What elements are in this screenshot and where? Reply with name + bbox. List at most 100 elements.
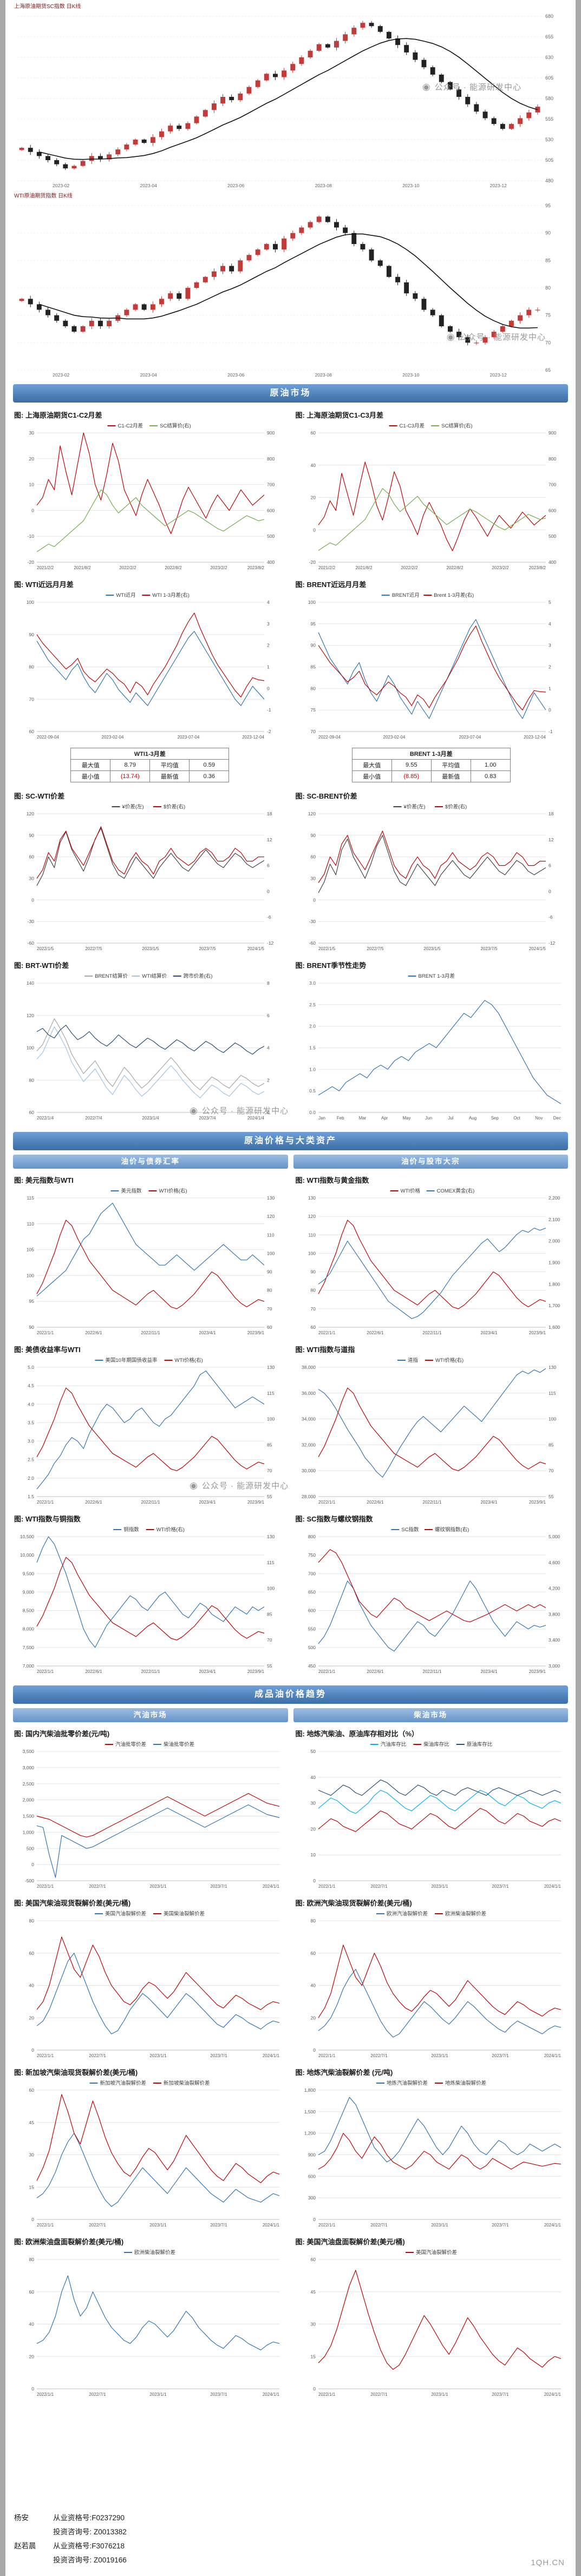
chart-cell: 图: 上海原油期货C1-C3月差 60 40 20 0 -20 900 800 700 600 5… — [295, 410, 569, 571]
svg-text:50: 50 — [310, 1749, 316, 1754]
svg-text:0: 0 — [313, 527, 316, 532]
svg-text:2023/4/1: 2023/4/1 — [480, 1669, 498, 1674]
table-cell: 最新值 — [149, 770, 190, 782]
chart-cell: 图: WTI指数与道指 38,000 36,000 34,000 32,000 30,0… — [295, 1344, 569, 1506]
svg-text:38,000: 38,000 — [302, 1365, 316, 1370]
svg-text:80: 80 — [545, 285, 551, 291]
svg-text:3: 3 — [549, 643, 551, 648]
svg-text:2023/1/1: 2023/1/1 — [431, 1884, 448, 1889]
svg-text:2023/1/1: 2023/1/1 — [431, 2053, 448, 2058]
svg-text:2023/4/1: 2023/4/1 — [480, 1330, 498, 1335]
svg-text:$价差(右): $价差(右) — [445, 803, 467, 810]
svg-text:115: 115 — [267, 1391, 275, 1396]
svg-text:C1-C2月差: C1-C2月差 — [118, 423, 143, 429]
svg-text:Apr: Apr — [381, 1116, 388, 1121]
chart-row: 图: 美元指数与WTI 115 110 105 100 95 90 130 120 110 100… — [5, 1172, 576, 1341]
svg-text:10,000: 10,000 — [20, 1552, 34, 1558]
svg-text:2023/9/1: 2023/9/1 — [528, 1500, 546, 1505]
svg-text:2022/1/1: 2022/1/1 — [37, 1884, 54, 1889]
svg-text:130: 130 — [267, 1534, 275, 1539]
sub-banner-diesel-market: 柴油市场 — [293, 1708, 568, 1722]
chart-cell: 图: SC-BRENT价差 120 90 60 30 0 -30 -60 18 12 6 0 -6 -1… — [295, 790, 569, 952]
svg-text:2023/4/1: 2023/4/1 — [199, 1669, 216, 1674]
chart-brent-seasonality: 3.0 2.5 2.0 1.5 1.0 0.5 0.0 Jan Feb Mar Apr May Jun J… — [295, 971, 569, 1122]
svg-text:2023/4/1: 2023/4/1 — [480, 1500, 498, 1505]
svg-text:0: 0 — [313, 2217, 316, 2222]
chart-us10y-wti: 5.0 4.5 4.0 3.5 3.0 2.5 2.0 1.5 130 115 100 85 70 55 2… — [13, 1355, 287, 1506]
svg-text:2022/1/1: 2022/1/1 — [37, 1500, 54, 1505]
svg-text:450: 450 — [308, 1663, 315, 1669]
svg-text:2022/1/1: 2022/1/1 — [37, 2053, 54, 2058]
chart-cell: 图: SC-WTI价差 120 90 60 30 0 -30 -60 18 12 6 0 -6 -12 2… — [13, 790, 287, 952]
svg-text:9,000: 9,000 — [23, 1589, 35, 1595]
svg-text:1,800: 1,800 — [304, 2087, 316, 2093]
svg-text:90: 90 — [545, 230, 551, 236]
svg-text:2022/1/1: 2022/1/1 — [37, 1669, 54, 1674]
svg-text:60: 60 — [29, 729, 35, 734]
svg-text:2022/11/1: 2022/11/1 — [422, 1330, 442, 1335]
svg-text:90: 90 — [267, 1269, 272, 1275]
svg-text:2023-12-04: 2023-12-04 — [524, 735, 546, 740]
svg-text:2: 2 — [549, 664, 551, 670]
svg-text:120: 120 — [308, 1214, 315, 1219]
svg-text:650: 650 — [308, 1589, 315, 1595]
svg-text:300: 300 — [308, 2195, 315, 2201]
chart-title: 图: 美国汽油盘面裂解价差(美元/桶) — [295, 2238, 405, 2246]
svg-text:680: 680 — [545, 14, 553, 19]
svg-text:2023-04: 2023-04 — [140, 183, 157, 188]
chart-row: 图: WTI指数与铜指数 10,500 10,000 9,500 9,000 8,500… — [5, 1511, 576, 1680]
svg-text:地炼柴油裂解价差: 地炼柴油裂解价差 — [445, 2080, 486, 2086]
svg-text:2023/1/1: 2023/1/1 — [431, 2223, 448, 2228]
svg-text:2: 2 — [267, 1077, 270, 1083]
svg-text:60: 60 — [310, 1951, 316, 1956]
chart-title: 图: 美国汽柴油现货裂解价差(美元/桶) — [14, 1899, 131, 1907]
svg-text:WTI近月: WTI近月 — [116, 592, 135, 598]
section-banner-crude-market: 原油市场 — [13, 384, 568, 403]
svg-text:WTI价格(右): WTI价格(右) — [159, 1188, 187, 1194]
svg-text:60: 60 — [29, 1951, 35, 1956]
svg-text:0: 0 — [31, 2047, 34, 2053]
svg-text:30: 30 — [310, 876, 316, 881]
svg-text:Mar: Mar — [358, 1116, 366, 1121]
svg-text:WTI价格(右): WTI价格(右) — [175, 1357, 203, 1363]
svg-text:2.5: 2.5 — [28, 1457, 34, 1462]
svg-text:1,200: 1,200 — [304, 2131, 316, 2136]
chart-cell: 图: 上海原油期货C1-C2月差 30 20 10 0 -10 -20 900 800 700 6… — [13, 410, 287, 571]
svg-text:60: 60 — [29, 854, 35, 860]
author-block: 杨安 从业资格号:F0237290 投资咨询号: Z0013382 赵若晨 从业… — [14, 2511, 127, 2567]
svg-text:2,000: 2,000 — [549, 1238, 560, 1244]
chart-title: 图: WTI近远月月差 — [14, 581, 74, 589]
chart-sc-c1c2-spread: 30 20 10 0 -10 -20 900 800 700 600 500 400 2021/2/2 2… — [13, 421, 287, 571]
svg-text:BRENT近月: BRENT近月 — [391, 592, 419, 598]
svg-text:2024/1/1: 2024/1/1 — [544, 2223, 561, 2228]
svg-text:2023/7/1: 2023/7/1 — [492, 2392, 509, 2397]
svg-text:1,900: 1,900 — [549, 1260, 560, 1266]
svg-text:12: 12 — [549, 837, 554, 842]
svg-text:530: 530 — [545, 137, 553, 142]
svg-text:30: 30 — [29, 2152, 35, 2158]
chart-row: 图: BRT-WTI价差 140 120 100 80 60 8 6 4 2 0 2022/1/4 2… — [5, 957, 576, 1126]
svg-text:800: 800 — [267, 456, 275, 462]
svg-text:0: 0 — [267, 1110, 270, 1115]
svg-text:2022/7/1: 2022/7/1 — [89, 2392, 106, 2397]
svg-text:2023/7/1: 2023/7/1 — [210, 2053, 227, 2058]
chart-row: 图: 美债收益率与WTI 5.0 4.5 4.0 3.5 3.0 2.5 2.0 1.5 130… — [5, 1341, 576, 1511]
svg-text:120: 120 — [308, 811, 315, 816]
svg-text:60: 60 — [310, 430, 316, 436]
sub-banner-row: 汽油市场 柴油市场 — [13, 1708, 568, 1722]
svg-text:4.5: 4.5 — [28, 1383, 34, 1388]
svg-text:3,500: 3,500 — [23, 1749, 35, 1754]
svg-text:120: 120 — [27, 811, 34, 816]
svg-text:60: 60 — [310, 854, 316, 860]
svg-text:40: 40 — [29, 2322, 35, 2327]
chart-eu-crack-spread: 80 60 40 20 0 2022/1/1 2022/7/1 2023/1/1 2023/7/… — [295, 1909, 569, 2059]
svg-text:-6: -6 — [549, 914, 553, 920]
svg-text:螺纹钢指数(右): 螺纹钢指数(右) — [435, 1526, 469, 1533]
svg-text:2023/9/1: 2023/9/1 — [247, 1330, 265, 1335]
svg-text:15: 15 — [29, 2184, 35, 2190]
svg-text:7,000: 7,000 — [23, 1663, 35, 1669]
svg-text:85: 85 — [267, 1611, 272, 1617]
svg-text:2022/1/4: 2022/1/4 — [37, 1116, 54, 1121]
svg-text:2,200: 2,200 — [549, 1195, 560, 1201]
